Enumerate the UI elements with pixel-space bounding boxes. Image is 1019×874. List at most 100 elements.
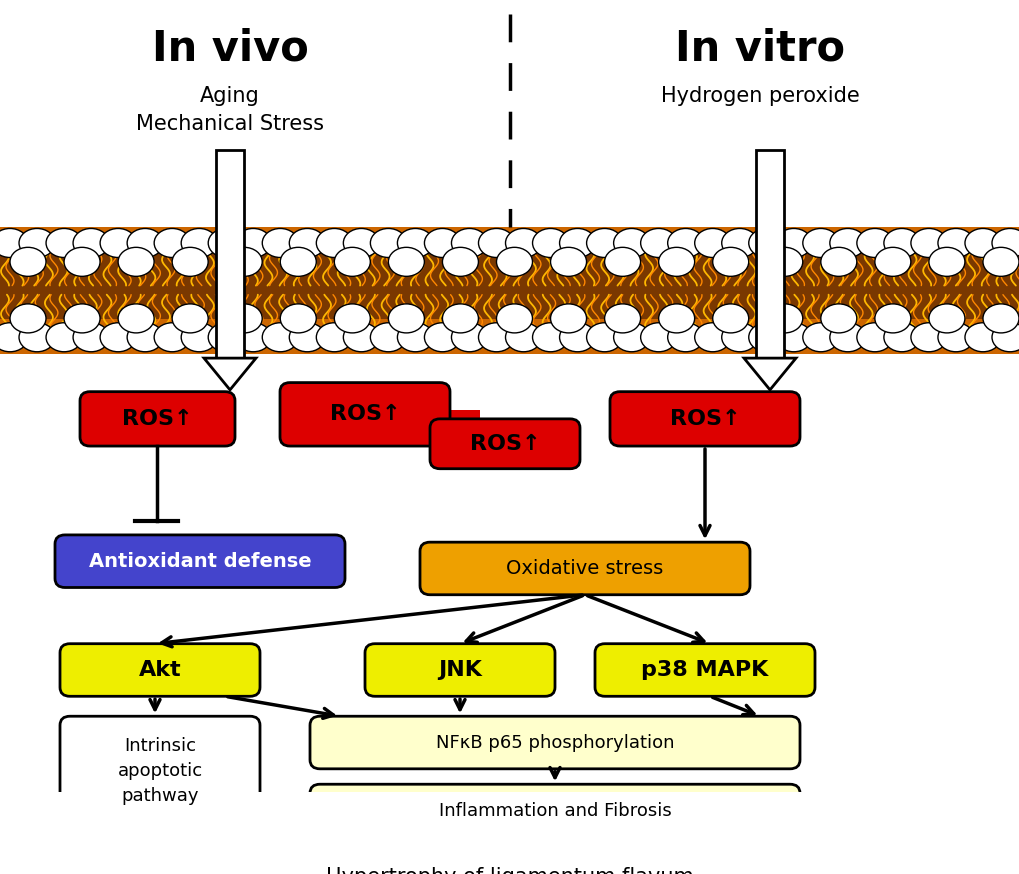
Ellipse shape	[118, 247, 154, 276]
Ellipse shape	[172, 304, 208, 333]
Ellipse shape	[964, 323, 1000, 351]
Ellipse shape	[424, 228, 460, 258]
Ellipse shape	[775, 323, 811, 351]
Ellipse shape	[667, 228, 703, 258]
Ellipse shape	[604, 304, 640, 333]
Text: Akt: Akt	[139, 660, 181, 680]
Ellipse shape	[586, 323, 622, 351]
Ellipse shape	[10, 247, 46, 276]
Ellipse shape	[505, 228, 541, 258]
Text: Oxidative stress: Oxidative stress	[505, 559, 663, 578]
Ellipse shape	[910, 323, 946, 351]
Ellipse shape	[910, 228, 946, 258]
Ellipse shape	[496, 304, 532, 333]
Text: In vitro: In vitro	[675, 27, 844, 69]
FancyBboxPatch shape	[430, 419, 580, 468]
Text: Intrinsic
apoptotic
pathway: Intrinsic apoptotic pathway	[117, 737, 203, 805]
Ellipse shape	[658, 247, 694, 276]
Ellipse shape	[982, 304, 1018, 333]
Ellipse shape	[856, 228, 892, 258]
Ellipse shape	[451, 228, 487, 258]
Ellipse shape	[820, 247, 856, 276]
Ellipse shape	[289, 323, 325, 351]
Text: Aging
Mechanical Stress: Aging Mechanical Stress	[136, 87, 324, 134]
Ellipse shape	[19, 323, 55, 351]
Ellipse shape	[316, 228, 352, 258]
Ellipse shape	[442, 247, 478, 276]
Ellipse shape	[613, 228, 649, 258]
Ellipse shape	[388, 304, 424, 333]
Ellipse shape	[550, 247, 586, 276]
Ellipse shape	[559, 228, 595, 258]
Ellipse shape	[289, 228, 325, 258]
Ellipse shape	[883, 323, 919, 351]
Ellipse shape	[127, 323, 163, 351]
Ellipse shape	[928, 304, 964, 333]
Ellipse shape	[496, 247, 532, 276]
Ellipse shape	[721, 323, 757, 351]
Bar	[0, 226, 1019, 354]
Ellipse shape	[982, 247, 1018, 276]
Text: ROS↑: ROS↑	[469, 434, 540, 454]
Ellipse shape	[478, 323, 514, 351]
Ellipse shape	[874, 247, 910, 276]
FancyBboxPatch shape	[60, 644, 260, 697]
Ellipse shape	[820, 304, 856, 333]
Ellipse shape	[208, 228, 244, 258]
Ellipse shape	[100, 323, 136, 351]
FancyBboxPatch shape	[310, 784, 799, 836]
Ellipse shape	[856, 323, 892, 351]
Ellipse shape	[154, 323, 190, 351]
Ellipse shape	[46, 323, 82, 351]
Ellipse shape	[712, 304, 748, 333]
FancyBboxPatch shape	[280, 383, 449, 446]
Ellipse shape	[181, 228, 217, 258]
Ellipse shape	[802, 323, 838, 351]
Ellipse shape	[748, 228, 784, 258]
Ellipse shape	[0, 228, 28, 258]
Ellipse shape	[775, 228, 811, 258]
Polygon shape	[743, 358, 795, 390]
FancyBboxPatch shape	[310, 716, 799, 769]
Ellipse shape	[343, 323, 379, 351]
Text: JNK: JNK	[437, 660, 481, 680]
Text: In vivo: In vivo	[152, 27, 308, 69]
Ellipse shape	[334, 304, 370, 333]
Ellipse shape	[334, 247, 370, 276]
FancyBboxPatch shape	[60, 716, 260, 825]
Ellipse shape	[73, 228, 109, 258]
Ellipse shape	[928, 247, 964, 276]
Ellipse shape	[181, 323, 217, 351]
Ellipse shape	[667, 323, 703, 351]
Ellipse shape	[280, 247, 316, 276]
Ellipse shape	[127, 228, 163, 258]
Ellipse shape	[451, 323, 487, 351]
Ellipse shape	[19, 228, 55, 258]
Ellipse shape	[766, 247, 802, 276]
Ellipse shape	[532, 323, 568, 351]
Ellipse shape	[505, 323, 541, 351]
Ellipse shape	[424, 323, 460, 351]
Polygon shape	[204, 358, 256, 390]
Bar	[216, 149, 244, 358]
Ellipse shape	[991, 228, 1019, 258]
Ellipse shape	[226, 247, 262, 276]
Ellipse shape	[550, 304, 586, 333]
Ellipse shape	[442, 304, 478, 333]
Ellipse shape	[829, 228, 865, 258]
Ellipse shape	[586, 228, 622, 258]
Ellipse shape	[100, 228, 136, 258]
Ellipse shape	[172, 247, 208, 276]
Text: NFκB p65 phosphorylation: NFκB p65 phosphorylation	[435, 733, 674, 752]
FancyBboxPatch shape	[55, 535, 344, 587]
Ellipse shape	[370, 323, 406, 351]
Ellipse shape	[397, 323, 433, 351]
Text: Hypertrophy of ligamentum flavum: Hypertrophy of ligamentum flavum	[326, 867, 693, 874]
Text: Hydrogen peroxide: Hydrogen peroxide	[660, 87, 859, 106]
Ellipse shape	[532, 228, 568, 258]
Ellipse shape	[721, 228, 757, 258]
FancyBboxPatch shape	[609, 392, 799, 446]
Ellipse shape	[874, 304, 910, 333]
Ellipse shape	[991, 323, 1019, 351]
FancyBboxPatch shape	[594, 644, 814, 697]
